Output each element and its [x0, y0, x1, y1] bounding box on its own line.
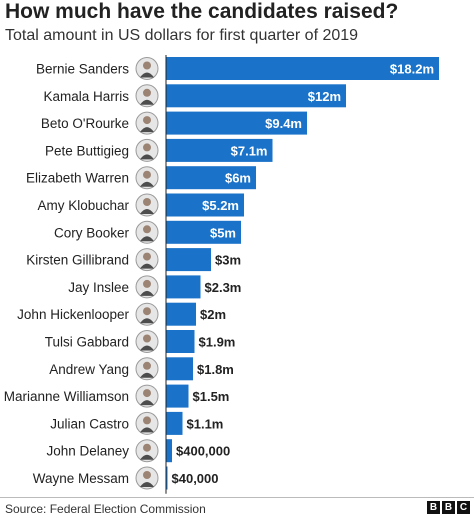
bar [166, 357, 193, 381]
data-label: $1.9m [199, 335, 236, 350]
avatar-body [140, 263, 154, 269]
candidate-name: Julian Castro [50, 416, 129, 431]
data-label: $9.4m [265, 116, 302, 131]
bar [166, 384, 189, 408]
bar [166, 275, 201, 299]
avatar-head [143, 61, 151, 70]
avatar-body [140, 345, 154, 351]
avatar-body [140, 372, 154, 378]
candidate-name: Kirsten Gillibrand [26, 253, 129, 268]
candidate-name: Cory Booker [54, 225, 130, 240]
chart-title: How much have the candidates raised? [5, 0, 399, 23]
data-label: $1.8m [197, 362, 234, 377]
avatar-body [140, 400, 154, 406]
avatar-head [143, 443, 151, 452]
avatar-head [143, 170, 151, 179]
avatar-head [143, 334, 151, 343]
avatar-body [140, 181, 154, 187]
avatar-head [143, 416, 151, 425]
avatar-head [143, 279, 151, 288]
candidate-name: Jay Inslee [68, 280, 129, 295]
candidate-name: Wayne Messam [33, 471, 129, 486]
data-label: $1.5m [193, 389, 230, 404]
avatar-head [143, 307, 151, 316]
footer-divider [0, 497, 474, 498]
candidate-name: Kamala Harris [43, 89, 129, 104]
avatar-body [140, 290, 154, 296]
logo-letter: B [427, 501, 440, 514]
bar [166, 138, 273, 162]
data-label: $2.3m [205, 280, 242, 295]
bar [166, 330, 195, 353]
avatar-body [140, 236, 154, 242]
data-label: $5m [210, 225, 236, 240]
candidate-name: Tulsi Gabbard [45, 335, 129, 350]
bar [166, 248, 211, 272]
data-label: $12m [308, 89, 341, 104]
avatar-body [140, 318, 154, 324]
bbc-logo: B B C [427, 501, 470, 514]
avatar-body [140, 127, 154, 133]
candidate-name: John Hickenlooper [17, 307, 129, 322]
logo-letter: C [457, 501, 470, 514]
avatar-body [140, 154, 154, 160]
candidate-name: Elizabeth Warren [26, 171, 129, 186]
candidate-name: Pete Buttigieg [45, 143, 129, 158]
avatar-body [140, 454, 154, 460]
avatar-body [140, 427, 154, 433]
candidate-name: Amy Klobuchar [37, 198, 129, 213]
avatar-body [140, 482, 154, 487]
bar [166, 466, 168, 490]
candidate-name: John Delaney [46, 444, 129, 459]
avatar-head [143, 116, 151, 125]
candidate-name: Bernie Sanders [36, 62, 129, 77]
chart-subtitle: Total amount in US dollars for first qua… [5, 27, 359, 44]
data-label: $6m [225, 171, 251, 186]
candidate-name: Marianne Williamson [4, 389, 129, 404]
bar [166, 166, 256, 190]
logo-letter: B [442, 501, 455, 514]
data-label: $40,000 [172, 471, 219, 486]
data-label: $5.2m [202, 198, 239, 213]
source-note: Source: Federal Election Commission [5, 502, 206, 516]
data-label: $1.1m [187, 416, 224, 431]
avatar-body [140, 72, 154, 78]
candidate-name: Andrew Yang [49, 362, 129, 377]
avatar-head [143, 252, 151, 261]
bar [166, 57, 439, 80]
bar [166, 193, 244, 217]
bar [166, 439, 172, 463]
data-label: $7.1m [231, 143, 268, 158]
bar [166, 411, 183, 435]
avatar-head [143, 225, 151, 234]
avatar-head [143, 198, 151, 206]
avatar-head [143, 389, 151, 398]
avatar-head [143, 143, 151, 152]
data-label: $18.2m [390, 62, 434, 77]
data-label: $3m [215, 253, 241, 268]
bar [166, 220, 241, 244]
bar-chart: Bernie Sanders $18.2m Kamala Harris $12m Bet… [4, 55, 439, 494]
bar [166, 84, 346, 108]
data-label: $2m [200, 307, 226, 322]
avatar-head [143, 88, 151, 97]
avatar-body [140, 99, 154, 105]
avatar-head [143, 471, 151, 479]
candidate-name: Beto O'Rourke [41, 116, 129, 131]
avatar-head [143, 361, 151, 370]
avatar-body [140, 209, 154, 214]
bar [166, 111, 307, 135]
data-label: $400,000 [176, 444, 230, 459]
bar [166, 302, 196, 326]
